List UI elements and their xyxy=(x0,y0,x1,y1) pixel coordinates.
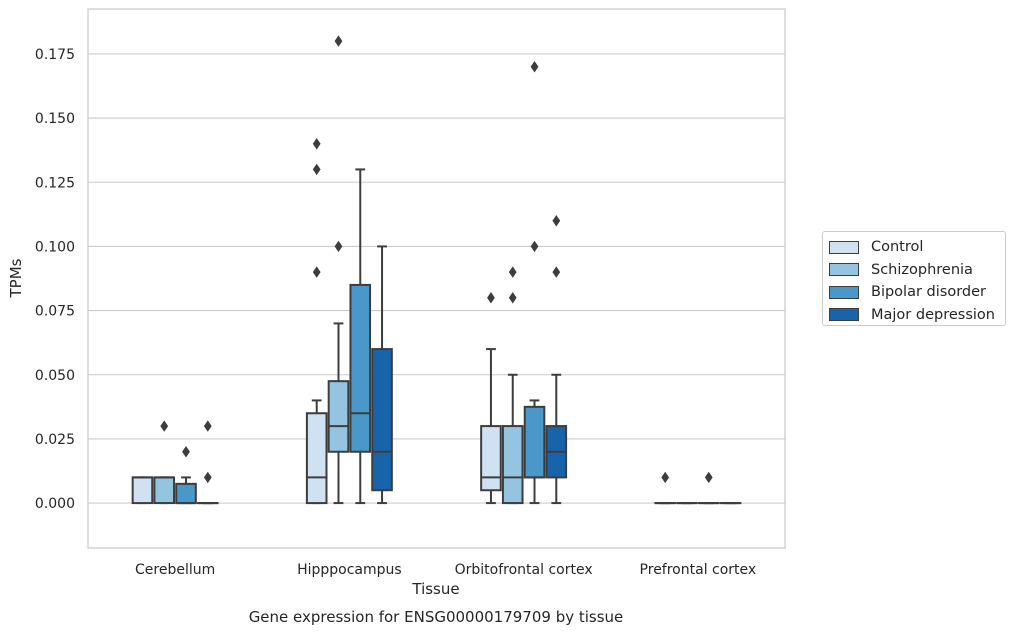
outlier-point xyxy=(704,471,713,484)
y-tick-label: 0.025 xyxy=(35,432,75,448)
outlier-point xyxy=(312,163,321,176)
plot-area-frame xyxy=(87,8,786,549)
legend-label: Control xyxy=(871,239,924,256)
box xyxy=(153,420,176,505)
outlier-point xyxy=(552,215,561,227)
series-bipolar-disorder xyxy=(175,61,720,505)
y-tick-label: 0.075 xyxy=(35,304,75,320)
x-tick-label: Prefrontal cortex xyxy=(640,562,757,578)
box-plot-series xyxy=(131,35,742,505)
legend-item: Schizophrenia xyxy=(829,259,1005,282)
y-axis-ticks: 0.000 0.025 0.050 0.075 0.100 0.125 0.150 0.175 xyxy=(35,47,75,512)
y-tick-label: 0.175 xyxy=(35,47,75,63)
box xyxy=(175,446,197,505)
box-body xyxy=(175,482,197,505)
series-major-depression xyxy=(196,215,742,505)
outlier-point xyxy=(508,292,517,304)
box xyxy=(196,420,219,505)
box xyxy=(545,215,568,505)
legend-label: Major depression xyxy=(871,306,995,323)
x-axis-ticks: Cerebellum Hipppocampus Orbitofrontal cort… xyxy=(135,562,756,578)
box-body xyxy=(153,476,176,505)
outlier-point xyxy=(160,420,169,432)
outlier-point xyxy=(530,61,539,73)
outlier-point xyxy=(312,266,321,278)
box-body xyxy=(349,283,372,453)
y-tick-label: 0.000 xyxy=(35,496,75,512)
x-axis-label: Tissue xyxy=(411,580,459,598)
legend-label: Bipolar disorder xyxy=(871,284,986,301)
legend-swatch xyxy=(829,285,859,299)
y-tick-label: 0.150 xyxy=(35,111,75,127)
outlier-point xyxy=(530,240,539,253)
outlier-point xyxy=(552,266,561,278)
y-tick-label: 0.100 xyxy=(35,239,75,255)
x-tick-label: Orbitofrontal cortex xyxy=(455,562,593,578)
legend-swatch xyxy=(829,240,859,254)
box xyxy=(131,476,154,505)
outlier-point xyxy=(203,471,212,484)
outlier-point xyxy=(487,292,495,304)
x-tick-label: Hipppocampus xyxy=(297,562,402,578)
box xyxy=(697,471,720,505)
chart-title: Gene expression for ENSG00000179709 by t… xyxy=(249,608,624,626)
outlier-point xyxy=(508,266,517,278)
box-body xyxy=(327,380,350,453)
legend-label: Schizophrenia xyxy=(871,261,973,278)
box xyxy=(501,266,524,505)
box-body xyxy=(371,348,393,492)
box xyxy=(654,471,677,505)
box-body xyxy=(305,412,328,505)
y-tick-label: 0.050 xyxy=(35,368,75,384)
box xyxy=(480,292,502,505)
box xyxy=(523,61,546,505)
box xyxy=(305,138,328,505)
box-body xyxy=(501,425,524,505)
outlier-point xyxy=(334,35,343,47)
outlier-point xyxy=(312,138,321,150)
gridlines xyxy=(88,53,785,504)
legend-swatch xyxy=(829,308,859,322)
legend-item: Major depression xyxy=(829,304,1005,327)
outlier-point xyxy=(661,471,670,484)
series-control xyxy=(131,138,677,505)
legend-swatch xyxy=(829,263,859,277)
y-tick-label: 0.125 xyxy=(35,175,75,191)
outlier-point xyxy=(334,240,343,253)
box-body xyxy=(480,425,502,492)
box-body xyxy=(523,405,546,479)
y-axis-label: TPMs xyxy=(7,258,25,298)
legend-item: Control xyxy=(829,236,1005,259)
box xyxy=(327,35,350,505)
outlier-point xyxy=(182,446,190,458)
legend-item: Bipolar disorder xyxy=(829,281,1005,304)
x-tick-label: Cerebellum xyxy=(135,562,215,578)
box xyxy=(371,245,393,505)
box-body xyxy=(131,476,154,505)
outlier-point xyxy=(203,420,212,432)
box xyxy=(349,168,372,505)
legend: Control Schizophrenia Bipolar disorder Majo… xyxy=(822,231,1006,326)
series-schizophrenia xyxy=(153,35,698,505)
